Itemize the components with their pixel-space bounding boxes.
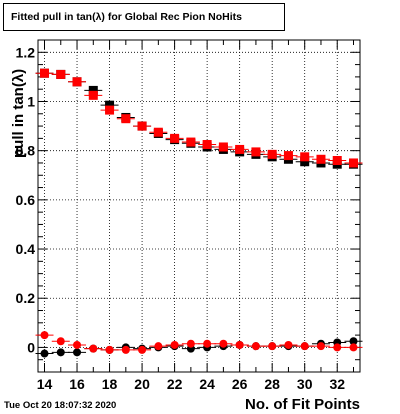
- y-tick-label: 0.6: [16, 192, 36, 208]
- y-tick-label: 0: [27, 339, 35, 355]
- x-tick-label: 26: [232, 376, 248, 392]
- circle-point-3: [56, 337, 65, 346]
- square-point-1: [235, 144, 245, 154]
- x-tick-label: 16: [69, 376, 85, 392]
- circle-point-3: [105, 345, 114, 354]
- tick-labels: 14 16 18 20 22 24 26 28 30 32 0 0.2 0.4 0.6 0.8 1 1.2: [16, 44, 346, 392]
- square-point-1: [332, 156, 342, 166]
- circle-point-3: [300, 342, 309, 351]
- circle-point-2: [40, 349, 49, 358]
- circle-point-3: [235, 340, 244, 349]
- y-tick-label: 0.4: [16, 241, 36, 257]
- x-tick-label: 18: [102, 376, 118, 392]
- circle-point-3: [154, 342, 163, 351]
- square-point-0: [105, 100, 115, 110]
- plot-frame: [37, 39, 361, 373]
- y-tick-label: 0.2: [16, 290, 36, 306]
- circle-point-3: [333, 343, 342, 352]
- square-point-1: [170, 133, 180, 143]
- square-point-1: [40, 68, 50, 78]
- circle-point-3: [73, 340, 82, 349]
- square-point-1: [202, 140, 212, 150]
- x-tick-label: 30: [297, 376, 313, 392]
- circle-point-2: [56, 348, 65, 357]
- square-point-1: [218, 142, 228, 152]
- x-tick-label: 32: [329, 376, 345, 392]
- x-tick-label: 22: [167, 376, 183, 392]
- x-axis-label: No. of Fit Points: [245, 396, 360, 413]
- circle-point-3: [186, 339, 195, 348]
- x-tick-label: 24: [199, 376, 215, 392]
- square-point-0: [88, 85, 98, 95]
- grid: [38, 40, 360, 372]
- x-tick-label: 20: [134, 376, 150, 392]
- circle-point-3: [316, 342, 325, 351]
- y-axis-label: pull in tan(λ): [10, 68, 27, 158]
- square-point-0: [300, 157, 310, 167]
- circle-point-3: [251, 342, 260, 351]
- circle-point-2: [349, 337, 358, 346]
- square-point-1: [283, 151, 293, 161]
- square-point-1: [316, 154, 326, 164]
- circle-point-3: [40, 331, 49, 340]
- circle-point-3: [170, 340, 179, 349]
- title-box: Fitted pull in tan(λ) for Global Rec Pio…: [3, 3, 285, 31]
- circle-point-3: [89, 344, 98, 353]
- y-tick-label: 1.2: [16, 44, 36, 60]
- square-point-1: [153, 127, 163, 137]
- square-point-1: [105, 105, 115, 115]
- square-point-1: [348, 158, 358, 168]
- data-markers: [35, 68, 363, 358]
- circle-point-3: [203, 339, 212, 348]
- y-tick-label: 1: [27, 93, 35, 109]
- circle-point-3: [219, 339, 228, 348]
- x-tick-label: 14: [37, 376, 53, 392]
- square-point-1: [267, 149, 277, 159]
- circle-point-3: [284, 340, 293, 349]
- axes: [37, 39, 361, 373]
- circle-point-3: [121, 345, 130, 354]
- square-point-1: [300, 152, 310, 162]
- square-point-1: [137, 121, 147, 131]
- footer-date: Tue Oct 20 18:07:32 2020: [4, 400, 117, 411]
- square-point-1: [121, 114, 131, 124]
- square-point-1: [88, 90, 98, 100]
- square-point-1: [56, 69, 66, 79]
- circle-point-3: [138, 345, 147, 354]
- square-point-1: [251, 147, 261, 157]
- square-point-1: [72, 77, 82, 87]
- square-point-1: [186, 137, 196, 147]
- y-tick-label: 0.8: [16, 143, 36, 159]
- circle-point-2: [73, 348, 82, 357]
- circle-point-3: [268, 342, 277, 351]
- chart-title: Fitted pull in tan(λ) for Global Rec Pio…: [11, 11, 242, 23]
- circle-point-3: [349, 343, 358, 352]
- x-tick-label: 28: [264, 376, 280, 392]
